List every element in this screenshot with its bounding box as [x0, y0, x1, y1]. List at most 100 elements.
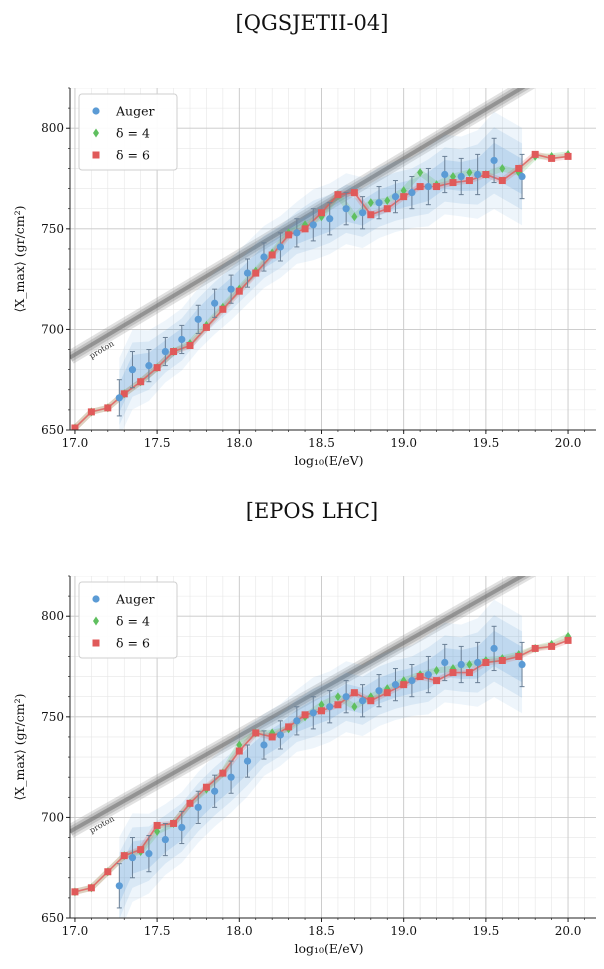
- auger-point: [293, 229, 301, 237]
- auger-band: [119, 142, 523, 413]
- auger-point: [115, 882, 123, 890]
- delta6-point: [202, 783, 210, 791]
- delta6-point: [317, 707, 325, 715]
- delta6-point: [186, 342, 194, 350]
- delta6-point: [482, 171, 490, 179]
- plot-content: [70, 576, 596, 918]
- delta6-point: [153, 364, 161, 372]
- delta6-point: [170, 819, 178, 827]
- delta6-point: [186, 799, 194, 807]
- auger-point: [342, 693, 350, 701]
- delta4-point: [433, 666, 440, 676]
- delta6-point: [383, 205, 391, 213]
- delta4-point: [236, 740, 243, 750]
- delta4-point: [466, 660, 473, 670]
- auger-point: [441, 170, 449, 179]
- x-tick-label: 18.5: [308, 436, 335, 450]
- delta6-point: [301, 711, 309, 719]
- legend-marker-delta6: [92, 639, 100, 647]
- delta6-point: [498, 177, 506, 185]
- delta6-point: [350, 189, 358, 197]
- delta6-point: [120, 852, 128, 860]
- auger-point: [161, 835, 169, 844]
- delta6-point: [465, 669, 473, 677]
- delta4-point: [367, 198, 374, 208]
- delta6-point: [170, 348, 178, 356]
- delta6-point: [219, 769, 227, 777]
- delta6-point: [531, 150, 539, 158]
- delta6-point: [400, 681, 408, 689]
- delta6-point: [137, 846, 145, 854]
- auger-point: [260, 741, 268, 749]
- auger-band: [119, 615, 523, 918]
- y-tick-label: 700: [41, 810, 64, 824]
- delta6-point: [235, 747, 243, 755]
- y-tick-label: 750: [41, 710, 64, 724]
- delta6-point: [219, 305, 227, 313]
- legend-box: [78, 581, 178, 659]
- x-tick-label: 17.0: [62, 436, 89, 450]
- y-tick-label: 800: [41, 609, 64, 623]
- auger-point: [178, 335, 186, 344]
- x-tick-label: 19.0: [390, 436, 417, 450]
- auger-band: [119, 111, 523, 430]
- auger-band: [119, 127, 523, 425]
- delta6-point: [367, 697, 375, 705]
- delta6-point: [104, 404, 112, 412]
- legend-label: δ = 4: [116, 126, 150, 141]
- legend-marker-delta4: [93, 616, 99, 626]
- delta4-point: [400, 186, 407, 196]
- proton-band-core: [70, 576, 527, 834]
- auger-point: [194, 803, 202, 811]
- delta6-point: [465, 177, 473, 185]
- auger-point: [358, 209, 367, 217]
- y-tick-label: 650: [41, 911, 64, 925]
- delta4-point: [351, 702, 358, 712]
- auger-point: [211, 299, 219, 307]
- delta6-point: [87, 408, 95, 416]
- delta6-point: [367, 211, 375, 219]
- delta4-point: [449, 172, 456, 182]
- delta6-point: [301, 225, 309, 233]
- auger-point: [260, 253, 268, 261]
- legend-marker-auger: [92, 595, 100, 603]
- delta6-point: [334, 701, 342, 709]
- x-tick-label: 19.5: [473, 436, 500, 450]
- delta4-point: [417, 167, 424, 177]
- auger-point: [391, 193, 400, 201]
- auger-point: [408, 189, 416, 197]
- x-tick-label: 18.0: [226, 436, 253, 450]
- x-axis-label: log₁₀(E/eV): [294, 941, 363, 956]
- delta6-point: [87, 884, 95, 892]
- delta6-point: [350, 689, 358, 697]
- auger-point: [161, 347, 169, 356]
- delta6-point: [252, 729, 260, 737]
- delta6-point: [433, 677, 441, 685]
- auger-point: [490, 156, 498, 165]
- y-tick-label: 800: [41, 121, 64, 135]
- auger-point: [358, 697, 367, 705]
- auger-point: [424, 670, 432, 679]
- delta6-point: [285, 231, 293, 239]
- auger-band: [119, 630, 523, 904]
- x-tick-label: 17.0: [62, 924, 89, 938]
- delta6-point: [449, 669, 457, 677]
- auger-point: [145, 362, 153, 370]
- auger-point: [178, 823, 186, 832]
- auger-point: [375, 687, 383, 695]
- x-tick-label: 19.5: [473, 924, 500, 938]
- auger-point: [457, 172, 465, 181]
- delta6-point: [71, 424, 79, 430]
- legend-label: Auger: [115, 592, 154, 607]
- auger-point: [326, 215, 334, 223]
- y-axis-label: ⟨X_max⟩ (gr/cm²): [12, 693, 27, 800]
- auger-point: [474, 658, 482, 667]
- auger-point: [276, 243, 284, 251]
- delta6-point: [153, 821, 161, 829]
- auger-point: [309, 709, 317, 717]
- delta6-point: [564, 152, 572, 160]
- auger-point: [518, 172, 526, 181]
